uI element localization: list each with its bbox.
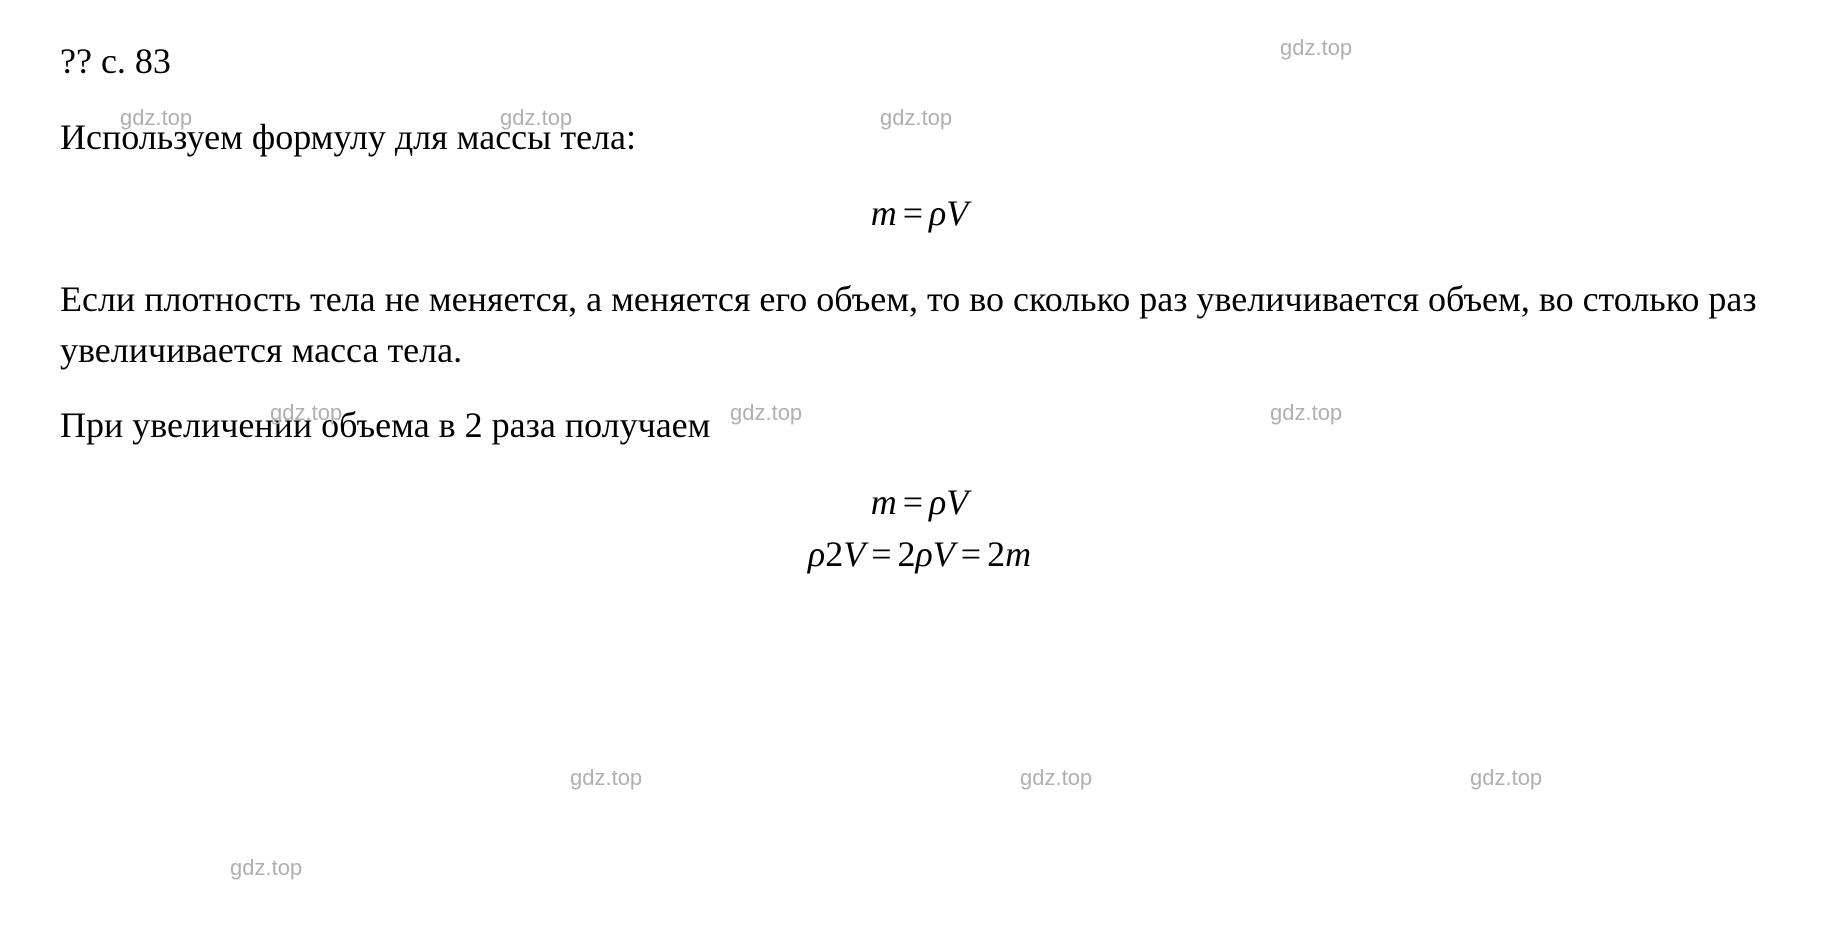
variable-m: m (1005, 534, 1031, 574)
page-reference-header: ?? с. 83 (60, 40, 1779, 82)
variable-m: m (871, 193, 897, 233)
equals-sign: = (955, 534, 987, 574)
variable-v: V (843, 534, 865, 574)
digit-2: 2 (898, 534, 916, 574)
variable-v: V (933, 534, 955, 574)
formula-mass: m=ρV (60, 192, 1779, 234)
equals-sign: = (865, 534, 897, 574)
paragraph-3: При увеличении объема в 2 раза получаем (60, 400, 1779, 450)
variable-rho: ρ (929, 193, 946, 233)
watermark: gdz.top (1020, 765, 1092, 791)
watermark: gdz.top (570, 765, 642, 791)
watermark: gdz.top (230, 855, 302, 881)
equals-sign: = (897, 193, 929, 233)
variable-rho: ρ (929, 482, 946, 522)
variable-v: V (946, 482, 968, 522)
equals-sign: = (897, 482, 929, 522)
paragraph-2: Если плотность тела не меняется, а меняе… (60, 274, 1779, 375)
paragraph-1: Используем формулу для массы тела: (60, 112, 1779, 162)
digit-2: 2 (825, 534, 843, 574)
variable-rho: ρ (916, 534, 933, 574)
formula-derivation: ρ2V=2ρV=2m (60, 533, 1779, 575)
digit-2: 2 (987, 534, 1005, 574)
variable-rho: ρ (808, 534, 825, 574)
variable-v: V (946, 193, 968, 233)
formula-block: m=ρV ρ2V=2ρV=2m (60, 481, 1779, 575)
formula-mass-repeat: m=ρV (60, 481, 1779, 523)
variable-m: m (871, 482, 897, 522)
watermark: gdz.top (1470, 765, 1542, 791)
